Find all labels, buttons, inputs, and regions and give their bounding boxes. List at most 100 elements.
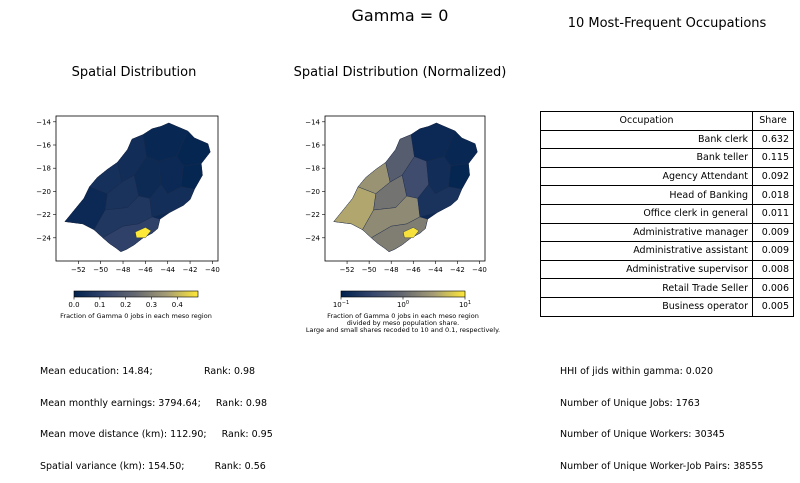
stat-line-unique-workers: Number of Unique Workers: 30345 xyxy=(560,429,725,440)
occupation-cell: Administrative assistant xyxy=(540,241,753,261)
stat-line-unique-pairs: Number of Unique Worker-Job Pairs: 38555 xyxy=(560,460,764,472)
map-middle: −52 −50 −48 −46 −44 −42 −40 −14 −16 −18 −20 −22 −24 xyxy=(305,115,487,274)
y-tick-label: −14 xyxy=(36,118,51,126)
colorbar-tick-label: 100 xyxy=(397,300,409,309)
occupation-cell: Office clerk in general xyxy=(540,203,753,224)
x-tick-label: −44 xyxy=(160,266,175,274)
colorbar-bar xyxy=(73,290,199,298)
meso-region xyxy=(180,163,203,190)
table-row: Bank clerk 0.632 xyxy=(540,129,794,150)
x-tick-label: −46 xyxy=(138,266,153,274)
colorbar-left: 0.0 0.1 0.2 0.3 0.4 Fraction of Gamma 0 jobs … xyxy=(60,290,212,320)
share-cell: 0.008 xyxy=(752,259,794,280)
colorbar-bar xyxy=(340,290,466,298)
meso-region xyxy=(448,163,470,190)
table-row: Administrative supervisor 0.008 xyxy=(540,259,794,280)
table-row: Retail Trade Seller 0.006 xyxy=(540,278,794,298)
stat-line-earnings: Mean monthly earnings: 3794.64; Rank: 0.… xyxy=(40,397,267,409)
y-tick-label: −20 xyxy=(36,188,51,196)
middle-subplot-title: Spatial Distribution (Normalized) xyxy=(293,65,507,80)
share-cell: 0.006 xyxy=(752,278,794,298)
y-tick-label: −22 xyxy=(305,211,320,219)
table-row: Head of Banking 0.018 xyxy=(540,185,794,205)
column-header-occupation: Occupation xyxy=(540,111,753,131)
colorbar-tick-label: 0.0 xyxy=(68,301,79,309)
stats-left: Mean education: 14.84; Rank: 0.98 Mean m… xyxy=(40,346,273,483)
share-cell: 0.115 xyxy=(752,148,794,168)
y-tick-label: −24 xyxy=(305,234,320,242)
meso-region xyxy=(102,216,161,252)
colorbar-tick-label: 10−1 xyxy=(333,300,349,309)
meso-region xyxy=(417,184,463,218)
occupation-table: Occupation Share Bank clerk 0.632 Bank te… xyxy=(540,111,794,317)
figure-canvas: −52 −50 −48 −46 −44 −42 −40−14−16−18−20−22−24 … xyxy=(36,115,500,334)
table-row: Business operator 0.005 xyxy=(540,296,794,317)
left-subplot-title: Spatial Distribution xyxy=(71,65,197,80)
x-tick-label: −50 xyxy=(93,266,108,274)
colorbar-tick-label: 101 xyxy=(459,300,471,309)
column-header-share: Share xyxy=(752,111,794,131)
x-tick-label: −42 xyxy=(450,266,465,274)
share-cell: 0.009 xyxy=(752,241,794,261)
occupation-cell: Bank teller xyxy=(540,148,753,168)
occupation-cell: Administrative supervisor xyxy=(540,259,753,280)
table-row: Bank teller 0.115 xyxy=(540,148,794,168)
occupation-cell: Head of Banking xyxy=(540,185,753,205)
x-tick-label: −52 xyxy=(340,266,355,274)
meso-region xyxy=(149,184,195,218)
meso-region xyxy=(135,227,152,239)
meso-region xyxy=(403,227,420,239)
colorbar-tick-label: 0.4 xyxy=(172,301,184,309)
colorbar-middle: 10−1 100 101 Fraction of Gamma 0 jobs in ea… xyxy=(306,290,500,334)
share-cell: 0.009 xyxy=(752,222,794,243)
colorbar-tick-label: 0.3 xyxy=(146,301,157,309)
occupation-cell: Agency Attendant xyxy=(540,166,753,187)
occupation-cell: Business operator xyxy=(540,296,753,317)
stat-line-education: Mean education: 14.84; Rank: 0.98 xyxy=(40,366,256,377)
meso-region xyxy=(370,216,428,252)
x-tick-label: −50 xyxy=(362,266,377,274)
figure-title: Gamma = 0 xyxy=(351,6,449,25)
y-tick-label: −16 xyxy=(36,142,51,150)
occupation-cell: Administrative manager xyxy=(540,222,753,243)
table-row: Office clerk in general 0.011 xyxy=(540,203,794,224)
right-subplot-title: 10 Most-Frequent Occupations xyxy=(567,16,767,31)
table-row: Administrative assistant 0.009 xyxy=(540,241,794,261)
y-tick-label: −18 xyxy=(36,165,51,173)
colorbar-label: Fraction of Gamma 0 jobs in each meso re… xyxy=(60,312,212,320)
stat-line-move-distance: Mean move distance (km): 112.90; Rank: 0… xyxy=(40,429,273,440)
x-tick-label: −52 xyxy=(71,266,86,274)
table-row: Administrative manager 0.009 xyxy=(540,222,794,243)
colorbar-label: Large and small shares recoded to 10 and… xyxy=(306,326,500,334)
share-cell: 0.092 xyxy=(752,166,794,187)
share-cell: 0.011 xyxy=(752,203,794,224)
occupation-cell: Retail Trade Seller xyxy=(540,278,753,298)
colorbar-tick-label: 0.2 xyxy=(120,301,131,309)
x-tick-label: −42 xyxy=(183,266,198,274)
share-cell: 0.632 xyxy=(752,129,794,150)
stat-line-hhi: HHI of jids within gamma: 0.020 xyxy=(560,366,713,377)
y-tick-label: −14 xyxy=(305,118,320,126)
colorbar-label: divided by meso population share. xyxy=(347,319,459,327)
stats-right: HHI of jids within gamma: 0.020 Number o… xyxy=(560,346,763,483)
y-tick-label: −18 xyxy=(305,165,320,173)
x-tick-label: −40 xyxy=(472,266,487,274)
occupation-cell: Bank clerk xyxy=(540,129,753,150)
y-tick-label: −24 xyxy=(36,234,51,242)
share-cell: 0.005 xyxy=(752,296,794,317)
x-tick-label: −46 xyxy=(406,266,421,274)
y-tick-label: −16 xyxy=(305,142,320,150)
y-tick-label: −22 xyxy=(36,211,51,219)
stat-line-unique-jobs: Number of Unique Jobs: 1763 xyxy=(560,397,700,409)
table-row: Agency Attendant 0.092 xyxy=(540,166,794,187)
x-tick-label: −48 xyxy=(384,266,399,274)
x-tick-label: −48 xyxy=(116,266,131,274)
colorbar-tick-label: 0.1 xyxy=(94,301,105,309)
map-left: −52 −50 −48 −46 −44 −42 −40 −14 −16 −18 −20 −22 −24 xyxy=(36,115,220,274)
stat-line-spatial-variance: Spatial variance (km): 154.50; Rank: 0.5… xyxy=(40,460,266,472)
share-cell: 0.018 xyxy=(752,185,794,205)
x-tick-label: −40 xyxy=(205,266,220,274)
colorbar-label: Fraction of Gamma 0 jobs in each meso re… xyxy=(327,312,479,320)
y-tick-label: −20 xyxy=(305,188,320,196)
x-tick-label: −44 xyxy=(428,266,443,274)
